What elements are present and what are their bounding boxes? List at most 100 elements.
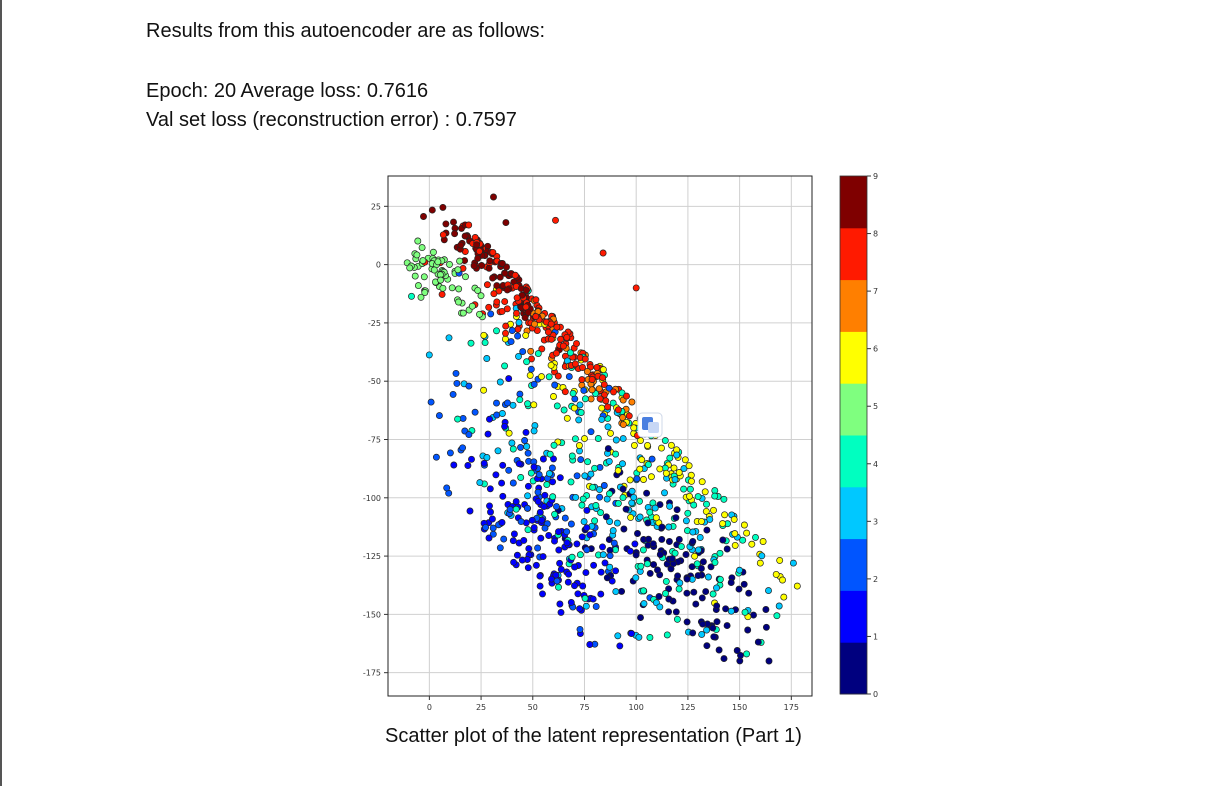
scatter-point: [459, 444, 467, 452]
scatter-point: [480, 386, 488, 394]
scatter-point: [473, 241, 481, 249]
scatter-point: [490, 290, 498, 298]
scatter-point: [668, 555, 676, 563]
scatter-point: [677, 543, 685, 551]
scatter-point: [553, 577, 561, 585]
scatter-point: [662, 590, 669, 597]
scatter-point: [741, 608, 749, 616]
scatter-point: [565, 373, 573, 381]
scatter-point: [468, 302, 476, 310]
scatter-point: [450, 461, 458, 469]
scatter-point: [583, 506, 591, 514]
scatter-point: [567, 520, 575, 528]
scatter-point: [628, 398, 636, 406]
scatter-point: [482, 523, 490, 531]
scatter-point: [501, 269, 509, 277]
scatter-point: [604, 403, 612, 411]
scatter-point: [564, 578, 572, 586]
scatter-point: [644, 441, 651, 449]
scatter-point: [509, 537, 517, 545]
scatter-point: [523, 504, 531, 512]
scatter-point: [502, 322, 510, 330]
scatter-point: [559, 342, 567, 350]
scatter-point: [522, 331, 530, 339]
scatter-point: [689, 537, 697, 545]
scatter-point: [488, 515, 496, 523]
scatter-point: [552, 349, 560, 357]
scatter-point: [579, 582, 587, 590]
scatter-point: [597, 509, 605, 517]
scatter-point: [498, 260, 506, 267]
scatter-point: [588, 376, 596, 383]
scatter-point: [606, 490, 613, 498]
scatter-point: [598, 415, 606, 423]
scatter-point: [583, 524, 591, 532]
scatter-point: [517, 518, 525, 526]
scatter-point: [612, 567, 620, 575]
scatter-point: [603, 574, 611, 582]
scatter-point: [637, 614, 644, 622]
scatter-point: [697, 565, 705, 572]
scatter-point: [576, 605, 584, 613]
scatter-point: [606, 518, 614, 525]
scatter-point: [524, 449, 532, 457]
scatter-point: [484, 430, 492, 438]
scatter-point: [512, 505, 520, 513]
scatter-point: [505, 375, 513, 383]
scatter-point: [511, 271, 519, 279]
scatter-point: [683, 618, 691, 626]
scatter-point: [630, 441, 638, 449]
scatter-point: [682, 551, 690, 558]
scatter-point: [662, 577, 670, 585]
scatter-point: [644, 461, 652, 469]
scatter-point: [676, 579, 684, 587]
scatter-point: [476, 479, 484, 487]
scatter-point: [680, 465, 688, 473]
scatter-point: [640, 587, 647, 595]
scatter-point: [554, 372, 562, 380]
scatter-point: [521, 437, 529, 444]
scatter-point: [645, 535, 652, 543]
scatter-point: [612, 588, 620, 596]
scatter-point: [648, 455, 656, 463]
scatter-point: [719, 536, 727, 544]
x-tick-label: 175: [784, 703, 799, 712]
scatter-point: [532, 313, 540, 320]
scatter-point: [688, 563, 696, 571]
scatter-point: [665, 585, 673, 593]
scatter-point: [521, 314, 529, 322]
scatter-point: [552, 571, 560, 579]
translate-overlay-icon[interactable]: [637, 412, 663, 438]
scatter-point: [420, 213, 427, 220]
scatter-point: [720, 495, 728, 503]
scatter-point: [727, 579, 735, 587]
scatter-point: [535, 471, 543, 479]
scatter-point: [507, 338, 515, 346]
scatter-point: [573, 472, 581, 480]
scatter-point: [530, 427, 538, 435]
scatter-point: [509, 445, 517, 453]
scatter-point: [582, 602, 590, 610]
scatter-point: [510, 558, 518, 566]
scatter-point: [547, 361, 555, 369]
scatter-point: [539, 590, 546, 598]
scatter-point: [514, 332, 522, 340]
scatter-point: [656, 465, 664, 473]
scatter-point: [736, 566, 743, 574]
scatter-point: [489, 524, 497, 532]
scatter-point: [591, 464, 599, 472]
scatter-point: [501, 335, 509, 343]
scatter-point: [575, 442, 583, 449]
scatter-point: [605, 536, 613, 544]
scatter-point: [545, 470, 553, 478]
colorbar-tick-label: 1: [873, 632, 878, 641]
scatter-point: [656, 551, 664, 558]
scatter-point: [702, 507, 710, 515]
scatter-point: [581, 435, 588, 443]
scatter-point: [553, 503, 560, 511]
scatter-point: [498, 479, 506, 487]
scatter-point: [580, 518, 588, 526]
scatter-point: [430, 266, 438, 274]
scatter-point: [439, 284, 447, 292]
scatter-point: [581, 472, 589, 480]
